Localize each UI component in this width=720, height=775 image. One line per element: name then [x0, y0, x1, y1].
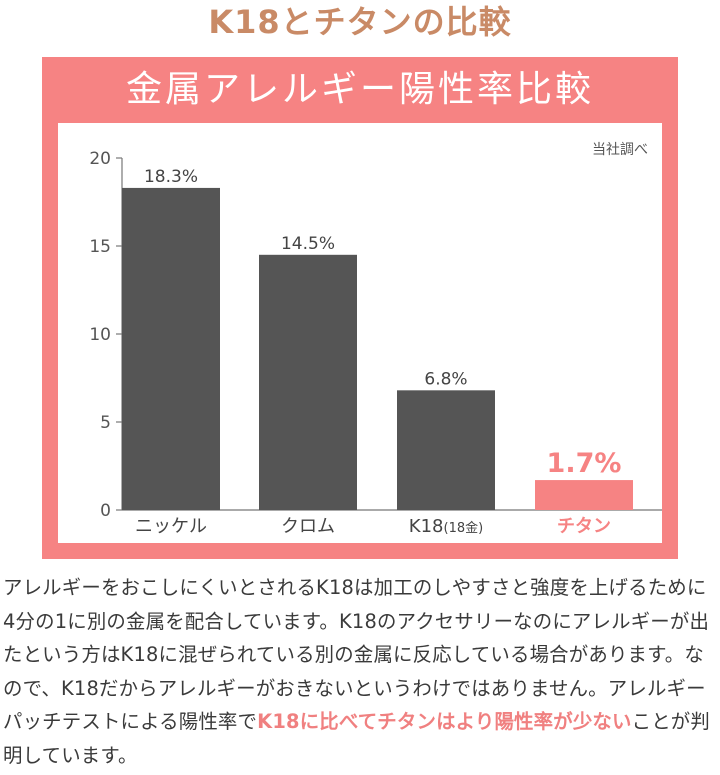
chart-panel-title: 金属アレルギー陽性率比較: [125, 69, 594, 110]
category-label: K18(18金): [409, 516, 483, 537]
source-note: 当社調べ: [592, 142, 648, 158]
y-tick-label: 5: [100, 413, 111, 433]
chart-area: 当社調べ 0 5 10 15 20 18.3% ニッケル 14.5% クロム 6.8% K18(18金…: [58, 123, 662, 543]
category-label: ニッケル: [135, 516, 207, 537]
bar-chart: 当社調べ 0 5 10 15 20 18.3% ニッケル 14.5% クロム 6.8% K18(18金…: [89, 142, 662, 537]
description-part2: ことが判明しています。: [3, 710, 710, 767]
y-tick-label: 20: [89, 149, 111, 169]
category-label: クロム: [281, 516, 335, 537]
description-text: アレルギーをおこしにくいとされるK18は加工のしやすさと強度を上げるために4分の…: [3, 571, 719, 773]
chart-panel: 金属アレルギー陽性率比較 当社調べ 0 5 10 15 20 18.3% ニッケル 14.5% ク…: [42, 57, 678, 559]
y-tick-label: 10: [89, 325, 111, 345]
category-label: チタン: [557, 516, 611, 537]
description-part1: アレルギーをおこしにくいとされるK18は加工のしやすさと強度を上げるために4分の…: [3, 576, 710, 734]
description-highlight: K18に比べてチタンはより陽性率が少ない: [257, 710, 632, 734]
bar-value-label: 18.3%: [144, 167, 198, 187]
bar: [259, 254, 357, 510]
bar-value-label: 1.7%: [547, 448, 622, 479]
bar-value-label: 6.8%: [424, 369, 467, 389]
y-tick-label: 15: [89, 237, 111, 257]
bar: [122, 187, 220, 511]
bar: [535, 480, 633, 510]
y-tick-label: 0: [100, 501, 111, 521]
bar: [397, 390, 495, 510]
bar-value-label: 14.5%: [281, 234, 335, 254]
page-title: K18とチタンの比較: [208, 3, 512, 41]
